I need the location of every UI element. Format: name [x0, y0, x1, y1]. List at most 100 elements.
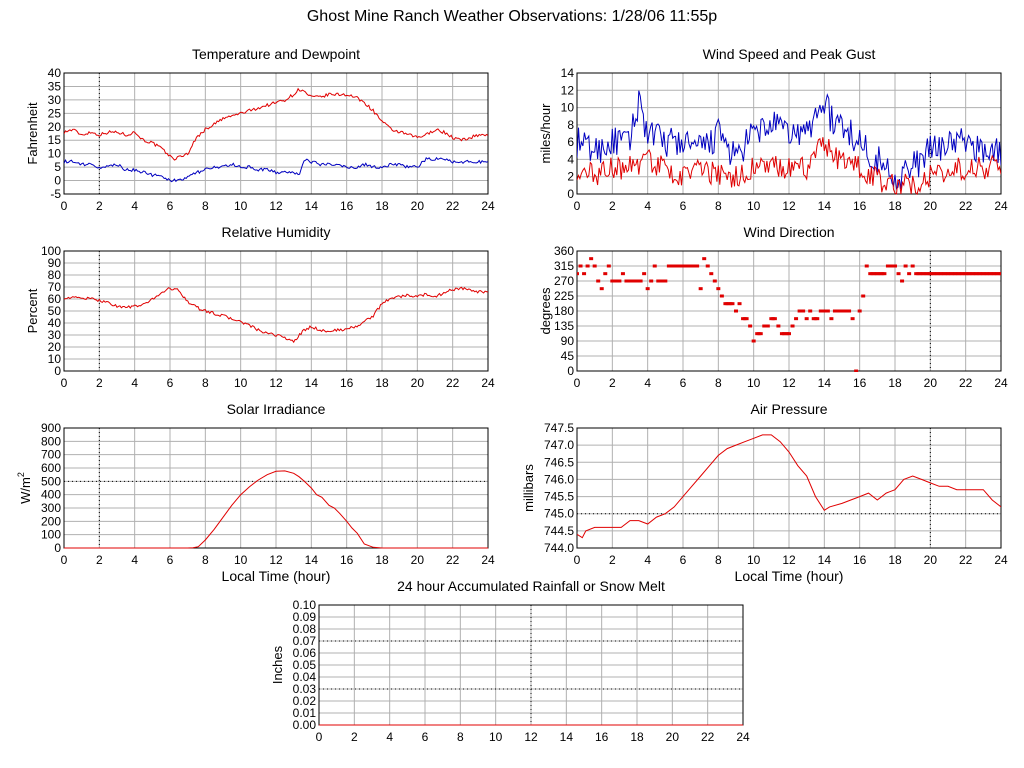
panel-title: Wind Speed and Peak Gust — [703, 46, 876, 62]
y-tick-label: 360 — [554, 244, 574, 258]
y-tick-label: 0.08 — [293, 622, 317, 636]
y-tick-label: 744.0 — [544, 541, 574, 555]
data-point — [910, 264, 915, 268]
x-tick-label: 12 — [269, 553, 283, 567]
y-tick-label: 0.09 — [293, 610, 317, 624]
y-tick-label: 0.10 — [293, 598, 317, 612]
y-tick-label: 0.07 — [293, 634, 317, 648]
y-tick-label: 0.06 — [293, 646, 317, 660]
x-tick-label: 4 — [644, 553, 651, 567]
x-tick-label: 8 — [715, 199, 722, 213]
y-axis-label: W/m2 — [16, 472, 33, 504]
y-tick-label: 747.0 — [544, 438, 574, 452]
data-point — [716, 287, 721, 291]
data-point — [734, 309, 738, 313]
y-tick-label: 14 — [561, 66, 575, 80]
x-tick-label: 20 — [411, 376, 425, 390]
y-tick-label: 30 — [48, 328, 62, 342]
x-tick-label: 22 — [959, 199, 973, 213]
x-tick-label: 14 — [560, 730, 574, 744]
x-tick-label: 12 — [782, 199, 796, 213]
series-line — [577, 434, 1001, 539]
y-tick-label: 0 — [54, 364, 61, 378]
y-tick-label: 0 — [567, 187, 574, 201]
x-tick-label: 16 — [595, 730, 609, 744]
x-tick-label: 6 — [167, 376, 174, 390]
y-tick-label: 100 — [41, 528, 61, 542]
x-tick-label: 18 — [375, 199, 389, 213]
x-tick-label: 6 — [422, 730, 429, 744]
plot-frame — [576, 72, 1002, 195]
y-axis-label: Percent — [25, 288, 40, 333]
x-axis-label: Local Time (hour) — [735, 568, 844, 584]
data-point — [737, 302, 742, 306]
data-point — [804, 317, 809, 321]
data-point — [585, 264, 590, 268]
x-tick-label: 14 — [305, 553, 319, 567]
data-point — [596, 279, 601, 283]
x-tick-label: 0 — [61, 376, 68, 390]
y-tick-label: 6 — [567, 135, 574, 149]
x-tick-label: 20 — [924, 376, 938, 390]
x-tick-label: 4 — [644, 199, 651, 213]
y-tick-label: 20 — [48, 340, 62, 354]
x-tick-label: 2 — [96, 553, 103, 567]
y-tick-label: 746.0 — [544, 472, 574, 486]
data-point — [854, 369, 859, 372]
x-tick-label: 20 — [924, 199, 938, 213]
plot-area — [64, 286, 488, 344]
x-tick-label: 0 — [574, 376, 581, 390]
y-tick-label: 40 — [48, 316, 62, 330]
x-tick-label: 14 — [818, 553, 832, 567]
series-line — [64, 156, 488, 183]
data-point — [907, 272, 912, 276]
data-point — [589, 257, 594, 261]
data-point — [620, 272, 625, 276]
x-tick-label: 6 — [167, 199, 174, 213]
x-tick-label: 0 — [574, 553, 581, 567]
x-tick-label: 2 — [609, 199, 616, 213]
y-tick-label: 0 — [54, 174, 61, 188]
y-axis-label: miles/hour — [538, 103, 553, 164]
data-point — [645, 287, 650, 291]
y-tick-label: 0.02 — [293, 694, 317, 708]
panel-title: Temperature and Dewpoint — [192, 46, 360, 62]
data-point — [577, 272, 579, 276]
panel-title: Solar Irradiance — [227, 401, 326, 417]
y-tick-label: 745.0 — [544, 507, 574, 521]
y-tick-label: 270 — [554, 274, 574, 288]
data-point — [861, 294, 866, 298]
y-tick-label: 0.01 — [293, 706, 317, 720]
y-tick-label: 25 — [48, 106, 62, 120]
y-tick-label: 10 — [48, 147, 62, 161]
data-point — [864, 264, 869, 268]
y-axis-label: degrees — [538, 287, 553, 334]
x-tick-label: 24 — [481, 376, 495, 390]
y-tick-label: 10 — [48, 352, 62, 366]
y-tick-label: 500 — [41, 474, 61, 488]
x-tick-label: 20 — [411, 553, 425, 567]
x-tick-label: 22 — [446, 376, 460, 390]
y-tick-label: 2 — [567, 170, 574, 184]
series-line — [64, 87, 488, 161]
y-tick-label: 15 — [48, 133, 62, 147]
x-tick-label: 6 — [680, 199, 687, 213]
series-line — [64, 470, 488, 549]
x-tick-label: 22 — [701, 730, 715, 744]
x-tick-label: 0 — [574, 199, 581, 213]
x-tick-label: 12 — [524, 730, 538, 744]
x-tick-label: 2 — [609, 553, 616, 567]
data-point — [603, 272, 608, 276]
y-tick-label: 35 — [48, 79, 62, 93]
data-point — [606, 264, 611, 268]
y-tick-label: 90 — [561, 334, 575, 348]
x-tick-label: 24 — [736, 730, 750, 744]
x-tick-label: 20 — [411, 199, 425, 213]
y-tick-label: 200 — [41, 514, 61, 528]
x-tick-label: 8 — [715, 553, 722, 567]
series-line — [64, 286, 488, 344]
x-tick-label: 24 — [994, 376, 1008, 390]
